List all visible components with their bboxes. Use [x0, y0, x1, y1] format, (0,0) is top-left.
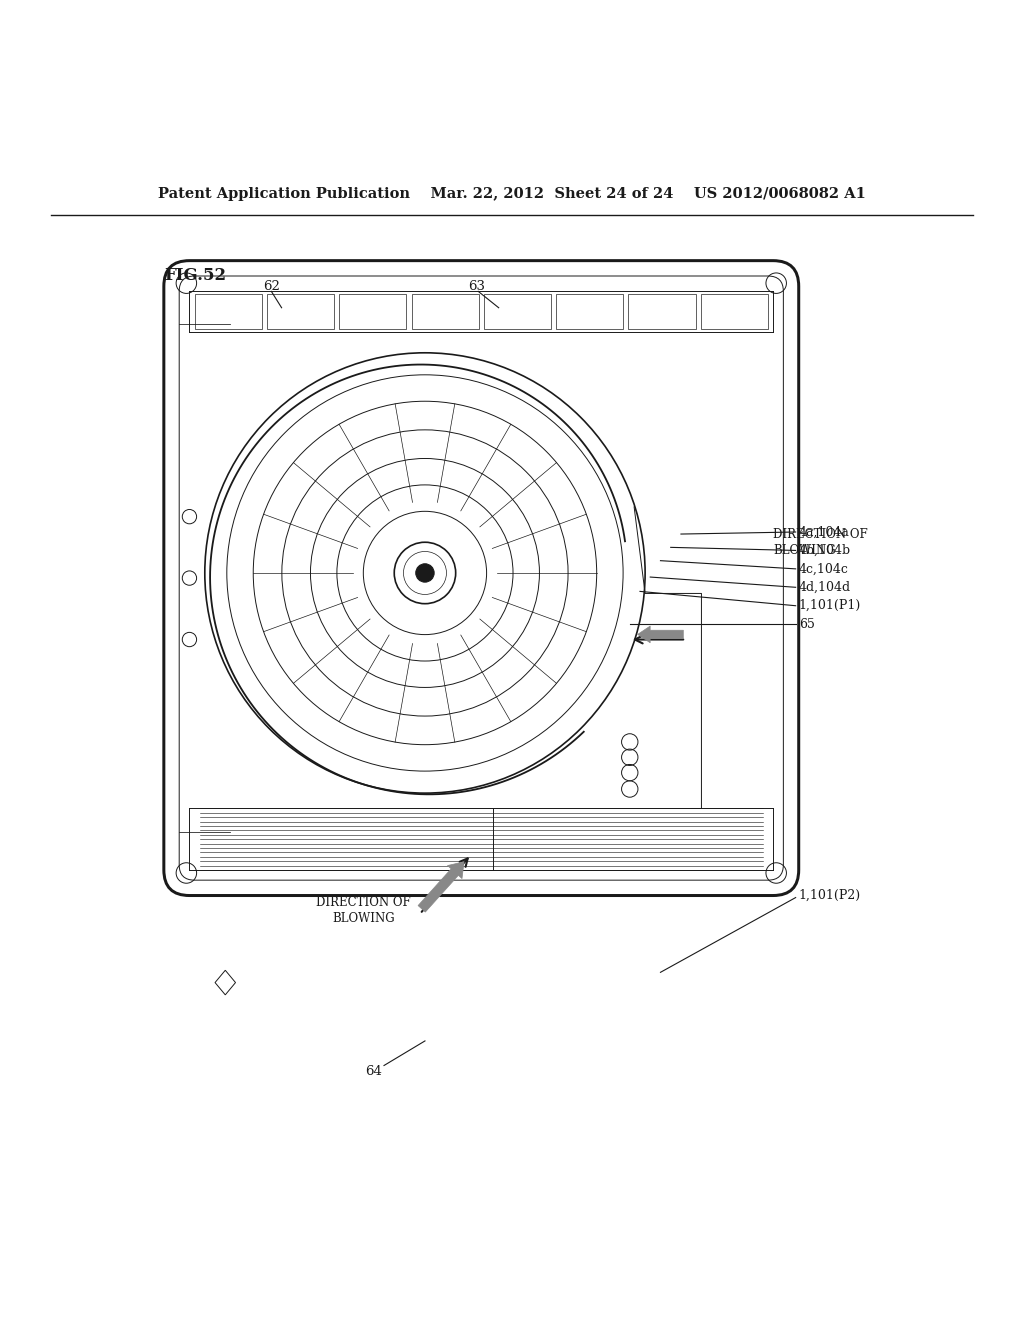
- Text: DIRECTION OF
BLOWING: DIRECTION OF BLOWING: [773, 528, 868, 557]
- Circle shape: [416, 564, 434, 582]
- Bar: [629, 294, 695, 329]
- Text: 4c,104c: 4c,104c: [799, 562, 849, 576]
- Bar: [556, 294, 624, 329]
- Text: 1,101(P2): 1,101(P2): [799, 890, 861, 902]
- Text: Patent Application Publication    Mar. 22, 2012  Sheet 24 of 24    US 2012/00680: Patent Application Publication Mar. 22, …: [158, 187, 866, 201]
- Text: 4b,104b: 4b,104b: [799, 544, 851, 557]
- Bar: [195, 294, 262, 329]
- FancyArrowPatch shape: [418, 862, 464, 912]
- Text: FIG.52: FIG.52: [164, 268, 226, 285]
- Text: 62: 62: [263, 280, 280, 293]
- Text: 65: 65: [799, 618, 815, 631]
- Bar: [483, 294, 551, 329]
- Text: DIRECTION OF
BLOWING: DIRECTION OF BLOWING: [316, 896, 411, 925]
- Bar: [412, 294, 478, 329]
- Bar: [339, 294, 407, 329]
- Text: 4d,104d: 4d,104d: [799, 581, 851, 594]
- Bar: [700, 294, 768, 329]
- Text: 4a,104a: 4a,104a: [799, 525, 850, 539]
- Bar: [267, 294, 334, 329]
- Text: 64: 64: [366, 1065, 382, 1078]
- Text: 63: 63: [468, 280, 484, 293]
- FancyArrowPatch shape: [638, 626, 683, 643]
- Text: 1,101(P1): 1,101(P1): [799, 599, 861, 612]
